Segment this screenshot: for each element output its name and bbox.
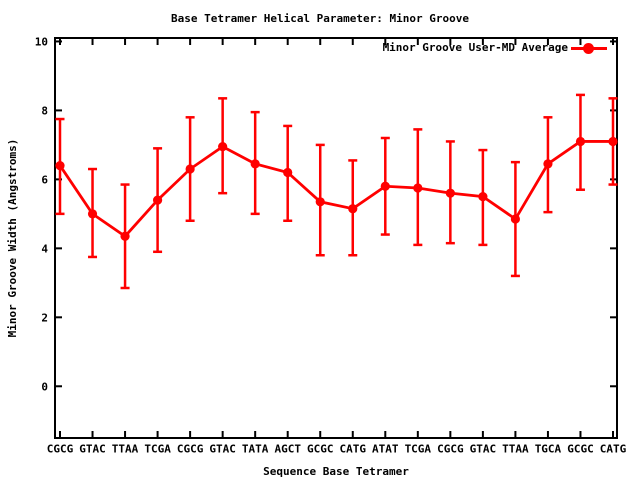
x-tick-label: ATAT (372, 443, 399, 456)
x-tick-label: GTAC (79, 443, 106, 456)
x-tick-label: GCGC (567, 443, 594, 456)
x-tick-label: TTAA (502, 443, 529, 456)
data-point (510, 214, 521, 224)
data-point (250, 159, 260, 169)
data-point (478, 192, 488, 202)
x-tick-label: TCGA (405, 443, 432, 456)
data-point (185, 164, 195, 174)
x-tick-label: AGCT (274, 443, 301, 456)
axis-border (54, 37, 618, 439)
x-tick-label: TGCA (535, 443, 562, 456)
chart-title: Base Tetramer Helical Parameter: Minor G… (170, 12, 469, 25)
data-point (283, 167, 293, 178)
data-point (348, 204, 358, 214)
x-tick-label: CATG (340, 443, 367, 456)
data-point (315, 197, 325, 207)
data-point (445, 188, 455, 198)
legend-marker-icon (583, 43, 594, 54)
x-tick-label: TTAA (112, 443, 139, 456)
x-tick-label: GTAC (470, 443, 497, 456)
x-tick-label: CGCG (177, 443, 204, 456)
x-tick-label: CATG (600, 443, 627, 456)
y-tick-label: 4 (41, 242, 48, 255)
y-tick-label: 2 (41, 311, 48, 324)
y-tick-label: 10 (35, 35, 48, 48)
y-tick-label: 6 (41, 173, 48, 186)
data-point (608, 136, 618, 147)
x-tick-label: GTAC (209, 443, 236, 456)
y-tick-label: 8 (41, 104, 48, 117)
data-point (120, 231, 130, 241)
data-point (380, 181, 390, 191)
data-point (218, 142, 228, 152)
data-point (543, 159, 553, 169)
x-tick-label: CGCG (47, 443, 74, 456)
data-point (87, 209, 98, 219)
data-point (152, 195, 163, 205)
data-point (55, 160, 65, 171)
data-point (413, 183, 423, 193)
x-tick-label: GCGC (307, 443, 334, 456)
data-point (575, 136, 586, 147)
x-axis-label: Sequence Base Tetramer (263, 465, 409, 478)
x-tick-label: TATA (242, 443, 269, 456)
x-tick-label: CGCG (437, 443, 464, 456)
series-line (58, 140, 613, 239)
legend-entry-label: Minor Groove User-MD Average (382, 41, 568, 54)
x-tick-label: TCGA (144, 443, 171, 456)
y-tick-label: 0 (41, 380, 48, 393)
